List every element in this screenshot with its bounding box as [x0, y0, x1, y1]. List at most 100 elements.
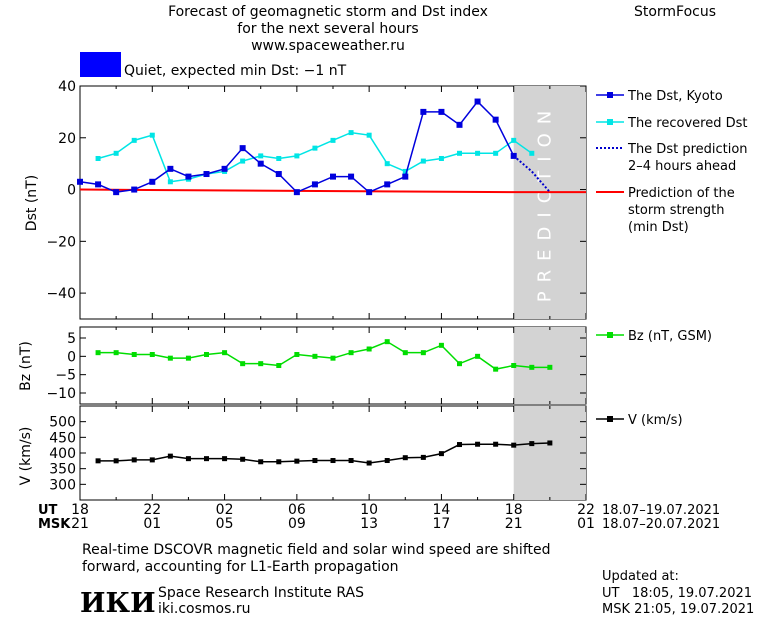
bz-point	[547, 364, 553, 370]
speed-point	[366, 460, 372, 466]
v-panel-frame	[79, 405, 587, 501]
institute-site[interactable]: iki.cosmos.ru	[158, 601, 250, 617]
legend-bz-marker	[607, 332, 613, 338]
speed-point	[330, 458, 336, 464]
ut-tick-label: 10	[360, 502, 378, 518]
bz-ytick-label: 5	[67, 331, 76, 347]
bz-point	[185, 355, 191, 361]
recovered-dst-point	[330, 137, 336, 143]
v-ytick-label: 300	[49, 477, 76, 493]
bz-point	[131, 352, 137, 357]
kyoto-dst-point	[456, 121, 463, 128]
bz-point	[276, 363, 282, 368]
kyoto-dst-point	[311, 181, 318, 188]
bz-point	[438, 342, 444, 348]
kyoto-dst-point	[185, 173, 192, 180]
msk-tick-label: 05	[216, 516, 234, 532]
ut-date-range: 18.07–19.07.2021	[602, 503, 720, 518]
speed-point	[475, 441, 481, 447]
dst-ytick-label: 20	[58, 131, 76, 147]
bz-point	[167, 355, 173, 361]
recovered-dst-point	[438, 155, 444, 161]
recovered-dst-point	[402, 168, 408, 174]
bz-ytick-label: 0	[67, 349, 76, 365]
bz-point	[240, 361, 246, 367]
speed-point	[529, 441, 535, 447]
updated-msk: MSK 21:05, 19.07.2021	[602, 602, 754, 617]
bz-point	[258, 361, 264, 367]
recovered-dst-point	[529, 150, 535, 156]
msk-axis-label: MSK	[38, 517, 71, 532]
bz-ytick-label: −5	[55, 368, 76, 384]
kyoto-dst-point	[420, 108, 427, 115]
recovered-dst-point	[167, 179, 173, 185]
storm-strength-line	[79, 188, 586, 194]
kyoto-dst-point	[293, 189, 300, 196]
msk-tick-label: 01	[143, 516, 161, 532]
recovered-dst-point	[511, 137, 517, 143]
v-ytick-label: 450	[49, 430, 76, 446]
kyoto-dst-point	[149, 178, 156, 185]
ut-axis-label: UT	[38, 503, 58, 518]
bz-line	[98, 340, 550, 370]
legend-recovered-label: The recovered Dst	[627, 116, 747, 131]
msk-tick-label: 01	[577, 516, 595, 532]
dst-axis-label: Dst (nT)	[24, 175, 40, 231]
kyoto-dst-point	[366, 189, 373, 196]
kyoto-dst-point	[239, 145, 246, 152]
speed-point	[438, 451, 444, 457]
kyoto-dst-point	[257, 160, 264, 167]
speed-point	[113, 458, 119, 464]
bz-point	[204, 352, 209, 357]
updated-ut: UT 18:05, 19.07.2021	[602, 586, 752, 601]
bz-plot-area: 5 0 −5 −10	[46, 327, 587, 404]
status-swatch	[80, 52, 121, 77]
bz-point	[493, 366, 499, 372]
recovered-dst-point	[493, 150, 499, 156]
ut-tick-label: 18	[505, 502, 523, 518]
ut-tick-label: 06	[288, 502, 306, 518]
speed-point	[511, 442, 517, 448]
v-prediction-region	[513, 406, 586, 500]
bz-point	[457, 361, 462, 367]
speed-point	[222, 456, 228, 462]
speed-point	[547, 440, 553, 446]
recovered-dst-point	[366, 132, 372, 138]
recovered-dst-point	[258, 153, 264, 159]
time-axis: UT MSK 18.07–19.07.2021 18.07–20.07.2021…	[38, 502, 720, 532]
recovered-dst-point	[475, 150, 481, 156]
ut-tick-label: 14	[433, 502, 451, 518]
recovered-dst-point	[131, 137, 137, 143]
recovered-dst-point	[312, 145, 318, 151]
dst-panel-frame	[79, 85, 587, 320]
dst-ytick-label: −40	[46, 286, 76, 302]
speed-point	[240, 456, 246, 462]
legend-prediction-label-1: The Dst prediction	[627, 142, 748, 157]
legend-storm-label-1: Prediction of the	[628, 186, 735, 201]
msk-tick-label: 09	[288, 516, 306, 532]
recovered-dst-point	[240, 158, 246, 164]
recovered-dst-point	[113, 150, 119, 156]
bz-ytick-label: −10	[46, 386, 76, 402]
ut-tick-label: 22	[143, 502, 161, 518]
bz-point	[366, 346, 372, 352]
kyoto-dst-point	[492, 116, 499, 123]
website-link[interactable]: www.spaceweather.ru	[251, 38, 405, 54]
bz-point	[95, 350, 101, 356]
chart-title-line1: Forecast of geomagnetic storm and Dst in…	[168, 4, 488, 20]
kyoto-dst-point	[203, 171, 210, 178]
msk-tick-label: 21	[505, 516, 523, 532]
legend-v-marker	[607, 416, 613, 422]
legend-v-label: V (km/s)	[628, 413, 683, 428]
bz-point	[149, 352, 155, 357]
bz-point	[222, 350, 228, 356]
legend-recovered-marker	[607, 119, 613, 125]
kyoto-dst-line	[79, 100, 515, 194]
kyoto-dst-point	[95, 181, 102, 188]
chart-title-line2: for the next several hours	[237, 21, 418, 37]
v-ytick-label: 400	[49, 446, 76, 462]
speed-point	[204, 456, 209, 462]
speed-point	[95, 458, 101, 464]
